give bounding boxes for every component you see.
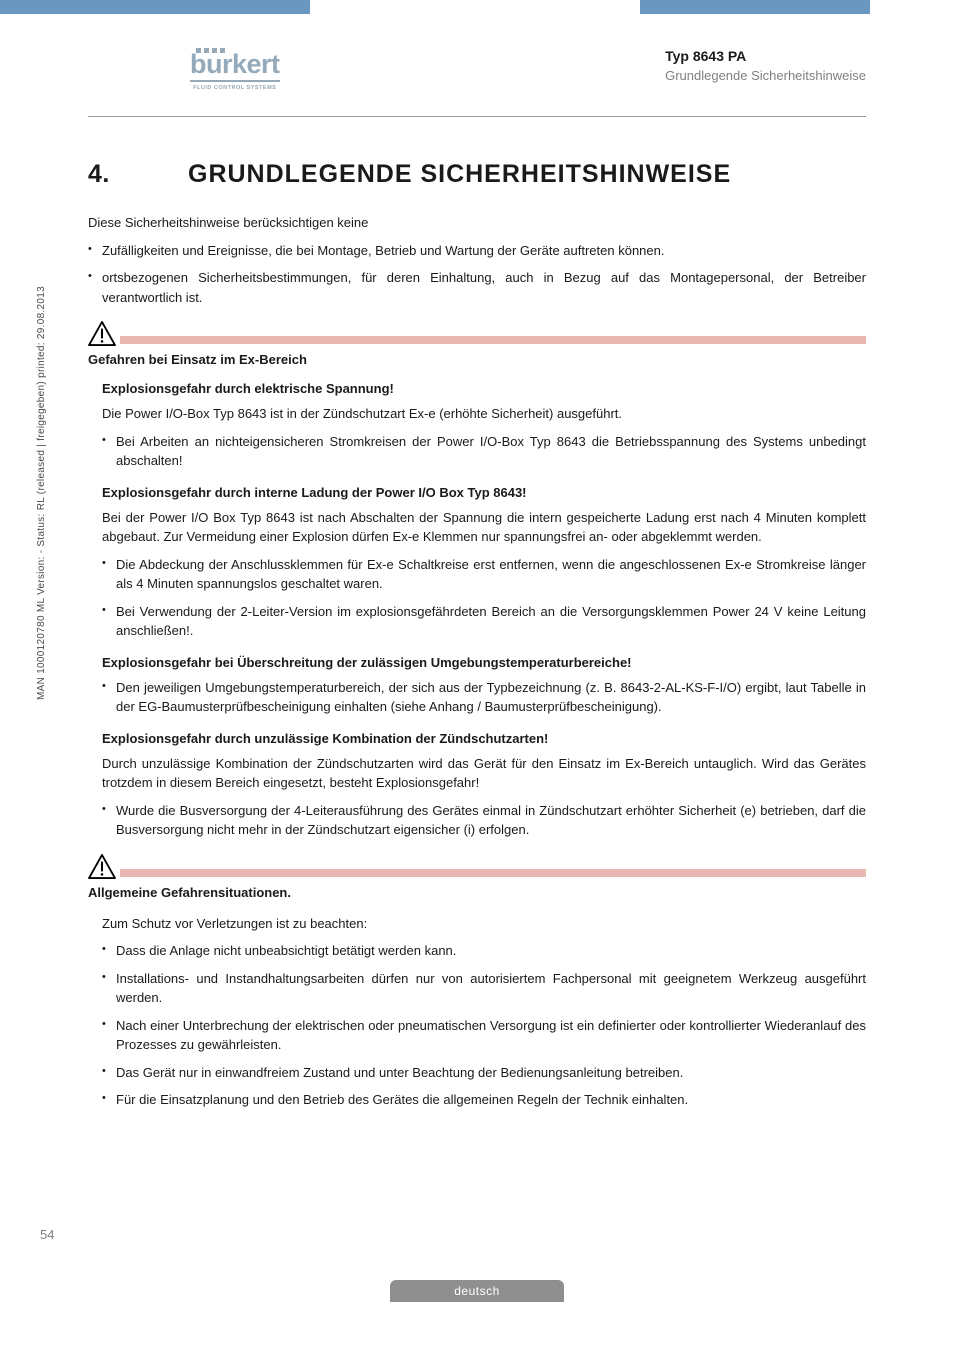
warning-header bbox=[88, 321, 866, 346]
warning-body: Zum Schutz vor Verletzungen ist zu beach… bbox=[88, 914, 866, 1110]
list-item: Bei Arbeiten an nichteigensicheren Strom… bbox=[102, 432, 866, 471]
document-meta: Typ 8643 PA Grundlegende Sicherheitshinw… bbox=[665, 48, 866, 83]
warning-header bbox=[88, 854, 866, 879]
section-heading: 4. GRUNDLEGENDE SICHERHEITSHINWEISE bbox=[88, 160, 866, 189]
footer-language-bar: deutsch bbox=[0, 1280, 954, 1302]
warning-title: Gefahren bei Einsatz im Ex-Bereich bbox=[88, 352, 866, 367]
document-type: Typ 8643 PA bbox=[665, 48, 866, 64]
warning-color-bar bbox=[120, 869, 866, 877]
list-item: ortsbezogenen Sicherheitsbestimmungen, f… bbox=[88, 268, 866, 307]
list-item: Zufälligkeiten und Ereignisse, die bei M… bbox=[88, 241, 866, 261]
top-tab-bar bbox=[0, 0, 954, 14]
list-item: Die Abdeckung der Anschlussklemmen für E… bbox=[102, 555, 866, 594]
list-item: Den jeweiligen Umgebungstemperaturbereic… bbox=[102, 678, 866, 717]
list-item: Bei Verwendung der 2-Leiter-Version im e… bbox=[102, 602, 866, 641]
hazard-text: Durch unzulässige Kombination der Zündsc… bbox=[102, 754, 866, 793]
content-area: 4. GRUNDLEGENDE SICHERHEITSHINWEISE Dies… bbox=[88, 160, 866, 1120]
hazard-bullets: Den jeweiligen Umgebungstemperaturbereic… bbox=[102, 678, 866, 717]
warning-triangle-icon bbox=[88, 321, 116, 346]
footer-language-pill: deutsch bbox=[390, 1280, 564, 1302]
tab-right bbox=[640, 0, 870, 14]
hazard-heading: Explosionsgefahr durch interne Ladung de… bbox=[102, 485, 866, 500]
document-subtitle: Grundlegende Sicherheitshinweise bbox=[665, 68, 866, 83]
side-print-metadata: MAN 1000120780 ML Version: - Status: RL … bbox=[36, 286, 47, 700]
hazard-text: Die Power I/O-Box Typ 8643 ist in der Zü… bbox=[102, 404, 866, 424]
header-divider bbox=[88, 116, 866, 117]
warning-block-ex-area: Gefahren bei Einsatz im Ex-Bereich Explo… bbox=[88, 321, 866, 840]
list-item: Nach einer Unterbrechung der elektrische… bbox=[102, 1016, 866, 1055]
logo-tagline: FLUID CONTROL SYSTEMS bbox=[193, 85, 276, 91]
section-number: 4. bbox=[88, 160, 188, 189]
page-header: burkert FLUID CONTROL SYSTEMS Typ 8643 P… bbox=[0, 48, 954, 91]
list-item: Dass die Anlage nicht unbeabsichtigt bet… bbox=[102, 941, 866, 961]
warning-title: Allgemeine Gefahrensituationen. bbox=[88, 885, 866, 900]
intro-lead: Diese Sicherheitshinweise berücksichtige… bbox=[88, 213, 866, 233]
list-item: Für die Einsatzplanung und den Betrieb d… bbox=[102, 1090, 866, 1110]
hazard-heading: Explosionsgefahr durch elektrische Spann… bbox=[102, 381, 866, 396]
list-item: Installations- und Instandhaltungsarbeit… bbox=[102, 969, 866, 1008]
hazard-bullets: Wurde die Busversorgung der 4-Leiterausf… bbox=[102, 801, 866, 840]
warning-block-general: Allgemeine Gefahrensituationen. Zum Schu… bbox=[88, 854, 866, 1110]
warning-bullets: Dass die Anlage nicht unbeabsichtigt bet… bbox=[102, 941, 866, 1110]
hazard-bullets: Bei Arbeiten an nichteigensicheren Strom… bbox=[102, 432, 866, 471]
tab-left bbox=[0, 0, 310, 14]
warning-body: Explosionsgefahr durch elektrische Spann… bbox=[88, 381, 866, 840]
warning-color-bar bbox=[120, 336, 866, 344]
hazard-bullets: Die Abdeckung der Anschlussklemmen für E… bbox=[102, 555, 866, 641]
hazard-heading: Explosionsgefahr durch unzulässige Kombi… bbox=[102, 731, 866, 746]
list-item: Das Gerät nur in einwandfreiem Zustand u… bbox=[102, 1063, 866, 1083]
hazard-text: Bei der Power I/O Box Typ 8643 ist nach … bbox=[102, 508, 866, 547]
page: burkert FLUID CONTROL SYSTEMS Typ 8643 P… bbox=[0, 0, 954, 1350]
section-title: GRUNDLEGENDE SICHERHEITSHINWEISE bbox=[188, 160, 731, 189]
warning-lead: Zum Schutz vor Verletzungen ist zu beach… bbox=[102, 914, 866, 934]
page-number: 54 bbox=[40, 1227, 54, 1242]
brand-logo: burkert FLUID CONTROL SYSTEMS bbox=[190, 48, 280, 91]
logo-name: burkert bbox=[190, 51, 280, 82]
list-item: Wurde die Busversorgung der 4-Leiterausf… bbox=[102, 801, 866, 840]
intro-bullets: Zufälligkeiten und Ereignisse, die bei M… bbox=[88, 241, 866, 308]
hazard-heading: Explosionsgefahr bei Überschreitung der … bbox=[102, 655, 866, 670]
warning-triangle-icon bbox=[88, 854, 116, 879]
